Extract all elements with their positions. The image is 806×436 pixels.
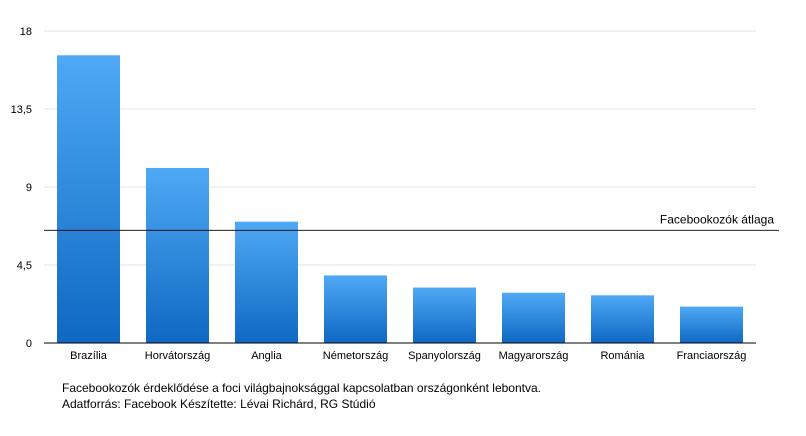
x-tick-label: Spanyolország — [408, 350, 481, 362]
caption-description: Facebookozók érdeklődése a foci világbaj… — [62, 381, 541, 395]
y-tick-label: 13,5 — [11, 104, 32, 116]
bar — [413, 287, 476, 343]
y-tick-label: 18 — [20, 26, 32, 38]
bar — [146, 167, 209, 343]
bar — [324, 275, 387, 343]
x-tick-label: Horvátország — [145, 350, 210, 362]
bar — [235, 221, 298, 343]
bars — [57, 55, 743, 344]
labels: 0 4,5 9 13,5 18 Brazília Horvátország Anglia Ném… — [11, 26, 747, 362]
x-tick-label: Franciaország — [677, 350, 747, 362]
y-tick-label: 0 — [26, 338, 32, 350]
bar — [502, 292, 565, 343]
x-tick-label: Magyarország — [499, 350, 569, 362]
bar — [680, 306, 743, 343]
y-tick-label: 4,5 — [17, 260, 32, 272]
x-tick-label: Anglia — [251, 350, 282, 362]
bar — [591, 295, 654, 343]
reference-line-group: Facebookozók átlaga — [44, 212, 779, 231]
x-tick-label: Brazília — [70, 350, 108, 362]
x-tick-label: Románia — [600, 350, 645, 362]
chart-caption: Facebookozók érdeklődése a foci világbaj… — [62, 380, 541, 412]
caption-source: Adatforrás: Facebook Készítette: Lévai R… — [62, 397, 376, 411]
x-tick-label: Németország — [323, 350, 388, 362]
reference-line-label: Facebookozók átlaga — [660, 212, 774, 226]
y-tick-label: 9 — [26, 182, 32, 194]
bar — [57, 55, 120, 344]
